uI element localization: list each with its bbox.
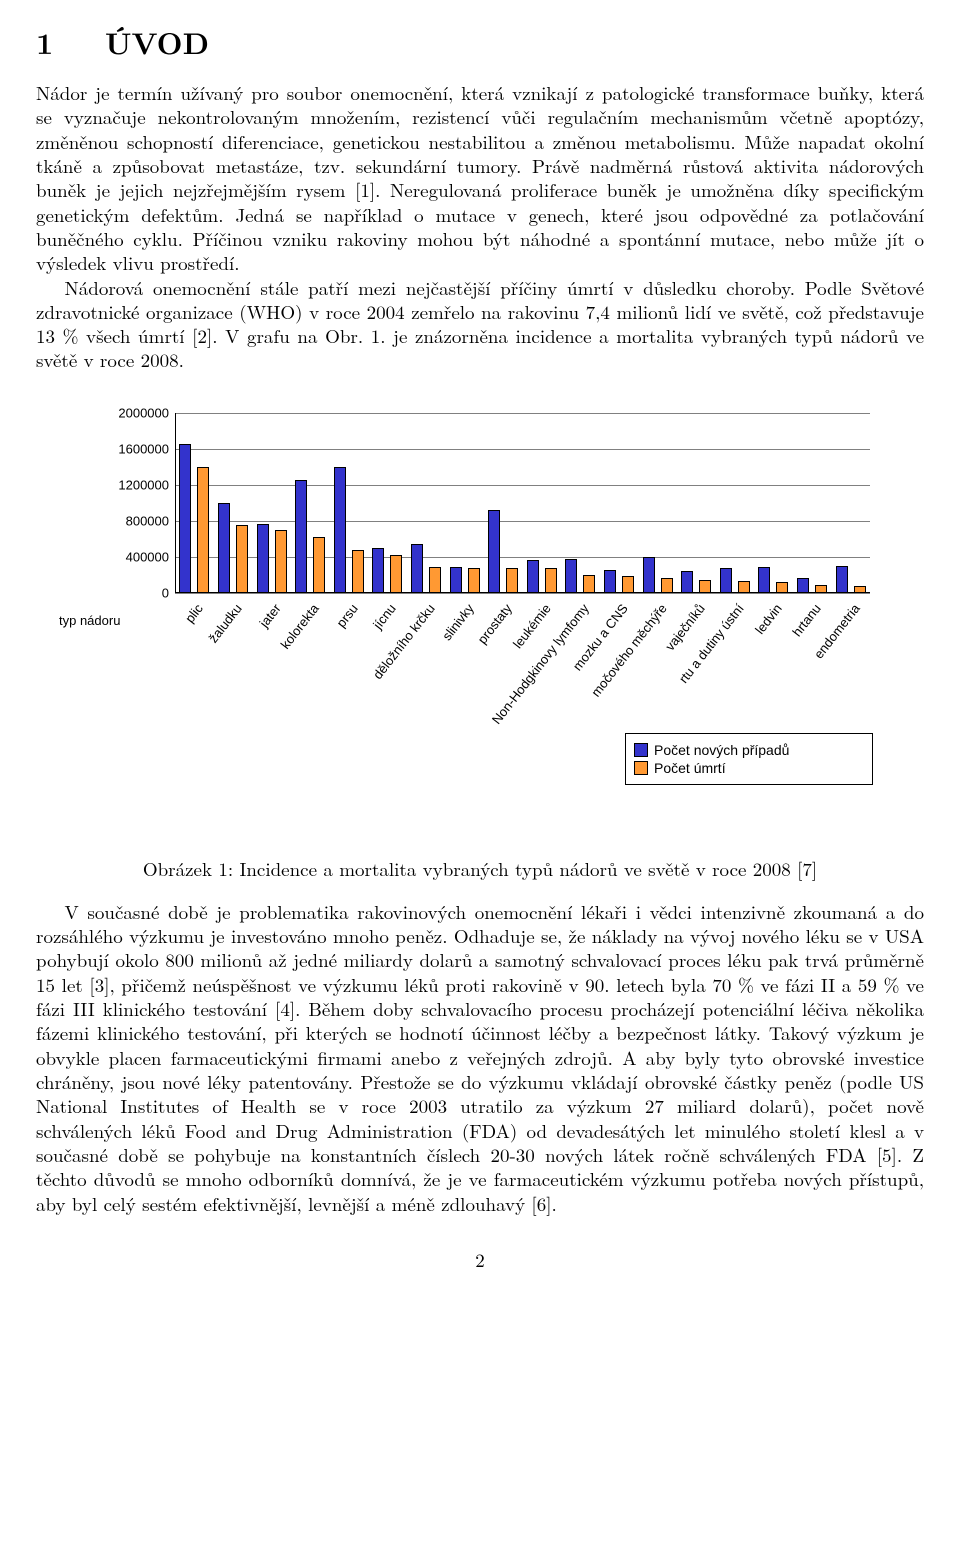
x-axis-title: typ nádoru	[59, 613, 120, 628]
y-tick-label: 0	[97, 585, 169, 600]
bar-new-cases	[681, 571, 693, 593]
y-tick-label: 1200000	[97, 477, 169, 492]
bar-deaths	[275, 530, 287, 593]
section-title-text: ÚVOD	[105, 20, 209, 63]
x-tick-label: žaludku	[205, 601, 244, 646]
chart-plot-area: typ nádoru 04000008000001200000160000020…	[175, 413, 870, 593]
x-tick-label: plic	[182, 601, 206, 626]
bar-deaths	[699, 580, 711, 593]
bar-new-cases	[797, 578, 809, 592]
bar-deaths	[776, 582, 788, 593]
x-axis-labels: plicžaludkujaterkolorektaprsujícnuděložn…	[175, 593, 870, 763]
section-heading: 1 ÚVOD	[36, 20, 924, 63]
figure-caption: Obrázek 1: Incidence a mortalita vybraný…	[36, 855, 924, 882]
bar-new-cases	[450, 567, 462, 593]
legend-swatch-icon	[634, 761, 648, 775]
bar-new-cases	[720, 568, 732, 593]
x-tick-label: slinivky	[439, 601, 477, 643]
bar-deaths	[583, 575, 595, 593]
x-tick-label: jater	[256, 601, 283, 630]
bar-new-cases	[527, 560, 539, 592]
x-tick-label: jícnu	[370, 601, 399, 632]
bar-new-cases	[758, 567, 770, 593]
bar-new-cases	[836, 566, 848, 593]
y-tick-label: 800000	[97, 513, 169, 528]
bar-new-cases	[411, 544, 423, 593]
section-number: 1	[36, 20, 53, 63]
y-tick-label: 400000	[97, 549, 169, 564]
bar-deaths	[468, 568, 480, 592]
bar-new-cases	[334, 467, 346, 593]
bar-deaths	[854, 586, 866, 593]
bar-deaths	[429, 567, 441, 593]
bar-deaths	[545, 568, 557, 592]
x-tick-label: prsu	[333, 601, 360, 630]
y-tick-label: 2000000	[97, 405, 169, 420]
bar-deaths	[622, 576, 634, 593]
chart-figure: typ nádoru 04000008000001200000160000020…	[65, 413, 895, 785]
bar-new-cases	[257, 524, 269, 592]
x-tick-label: prostaty	[475, 601, 515, 647]
bar-new-cases	[372, 548, 384, 593]
bar-new-cases	[488, 510, 500, 593]
bar-deaths	[236, 525, 248, 593]
bar-deaths	[815, 585, 827, 593]
bar-deaths	[738, 581, 750, 593]
page: 1 ÚVOD Nádor je termín užívaný pro soubo…	[0, 0, 960, 1313]
bar-deaths	[661, 578, 673, 592]
bar-deaths	[352, 550, 364, 592]
bar-new-cases	[179, 444, 191, 593]
x-tick-label: hrtanu	[789, 601, 824, 639]
bar-deaths	[506, 568, 518, 592]
x-tick-label: kolorekta	[278, 601, 322, 652]
paragraph-2: Nádorová onemocnění stále patří mezi nej…	[36, 276, 924, 373]
paragraph-1: Nádor je termín užívaný pro soubor onemo…	[36, 81, 924, 276]
y-tick-label: 1600000	[97, 441, 169, 456]
bar-new-cases	[643, 557, 655, 593]
page-number: 2	[36, 1246, 924, 1273]
bar-new-cases	[604, 570, 616, 593]
bar-new-cases	[218, 503, 230, 593]
bar-deaths	[390, 555, 402, 593]
bar-deaths	[313, 537, 325, 593]
bar-new-cases	[295, 480, 307, 593]
bar-deaths	[197, 467, 209, 593]
bar-new-cases	[565, 559, 577, 592]
paragraph-3: V současné době je problematika rakovino…	[36, 900, 924, 1216]
x-tick-label: močového měchýře	[588, 601, 670, 700]
x-tick-label: ledvin	[753, 601, 786, 637]
